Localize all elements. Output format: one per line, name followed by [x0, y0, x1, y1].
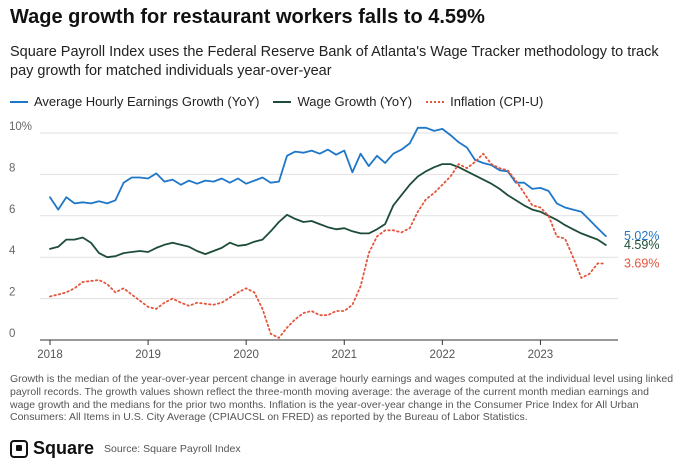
- legend-label-inflation: Inflation (CPI-U): [450, 94, 544, 109]
- x-tick-label: 2021: [331, 349, 357, 361]
- inflation-end-label: 3.69%: [624, 257, 659, 271]
- source-note: Source: Square Payroll Index: [104, 442, 241, 455]
- x-tick-label: 2018: [37, 349, 63, 361]
- x-tick-label: 2023: [528, 349, 554, 361]
- square-logo-icon: [10, 439, 28, 458]
- legend-swatch-wage: [273, 100, 292, 103]
- x-tick-label: 2019: [135, 349, 161, 361]
- wage-end-label: 4.59%: [624, 238, 659, 252]
- y-tick-label: 2: [9, 287, 15, 299]
- y-tick-label: 4: [9, 245, 16, 257]
- x-tick-label: 2022: [430, 349, 456, 361]
- legend-item-wage: Wage Growth (YoY): [273, 94, 412, 109]
- legend-label-wage: Wage Growth (YoY): [297, 94, 413, 109]
- x-tick-label: 2020: [233, 349, 259, 361]
- y-tick-label: 10%: [9, 121, 32, 133]
- earnings-growth-line: [49, 126, 607, 237]
- inflation-line: [49, 152, 607, 339]
- wage-growth-line: [49, 163, 607, 259]
- legend-item-inflation: Inflation (CPI-U): [426, 94, 543, 109]
- line-chart: 0 2 4 6 8 10% 2018 2019 2020 2021 2022 2023 5.02%4.5…: [9, 121, 659, 361]
- brand-name: Square: [33, 438, 95, 458]
- chart-legend: Average Hourly Earnings Growth (YoY) Wag…: [10, 94, 557, 109]
- chart-subtitle: Square Payroll Index uses the Federal Re…: [10, 44, 659, 79]
- brand-footer: Square Source: Square Payroll Index: [10, 438, 241, 459]
- y-tick-label: 8: [9, 162, 15, 174]
- chart-title: Wage growth for restaurant workers falls…: [10, 6, 485, 28]
- legend-swatch-earnings: [10, 100, 28, 103]
- earnings-end-label: 5.02%: [624, 229, 659, 243]
- legend-label-earnings: Average Hourly Earnings Growth (YoY): [34, 94, 260, 109]
- y-tick-label: 6: [9, 204, 15, 216]
- legend-swatch-inflation: [426, 100, 445, 103]
- y-tick-label: 0: [9, 328, 15, 340]
- legend-item-earnings: Average Hourly Earnings Growth (YoY): [10, 94, 259, 109]
- footnote: Growth is the median of the year-over-ye…: [10, 373, 674, 424]
